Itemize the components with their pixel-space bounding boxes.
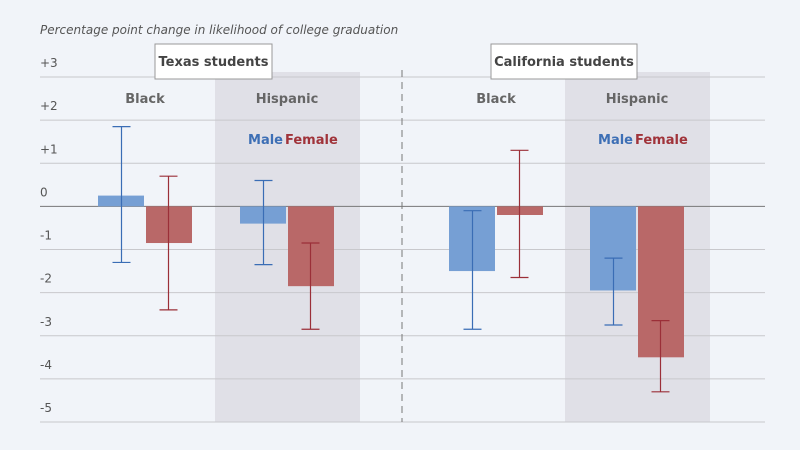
panel-box [154, 43, 273, 80]
panel-box [490, 43, 638, 80]
panel-label: Texas students [159, 55, 269, 70]
y-axis-label: Percentage point change in likelihood of… [40, 23, 398, 37]
y-tick-label: -1 [40, 229, 52, 243]
x-category-label: Black [125, 92, 165, 107]
y-tick-label: -3 [40, 315, 52, 329]
x-category-label: Hispanic [606, 92, 669, 107]
y-tick-label: -5 [40, 401, 52, 415]
x-category-label: Hispanic [256, 92, 319, 107]
y-tick-label: -4 [40, 358, 52, 372]
y-tick-label: +3 [40, 56, 58, 70]
legend-label: Female [285, 133, 338, 148]
group-band [565, 72, 710, 422]
y-tick-label: -2 [40, 272, 52, 286]
y-tick-label: +2 [40, 99, 58, 113]
group-band [215, 72, 360, 422]
y-tick-label: 0 [40, 185, 48, 199]
legend-label: Male [598, 133, 633, 148]
legend-label: Female [635, 133, 688, 148]
panel-label: California students [494, 55, 634, 70]
x-category-label: Black [476, 92, 516, 107]
legend-label: Male [248, 133, 283, 148]
y-tick-label: +1 [40, 142, 58, 156]
